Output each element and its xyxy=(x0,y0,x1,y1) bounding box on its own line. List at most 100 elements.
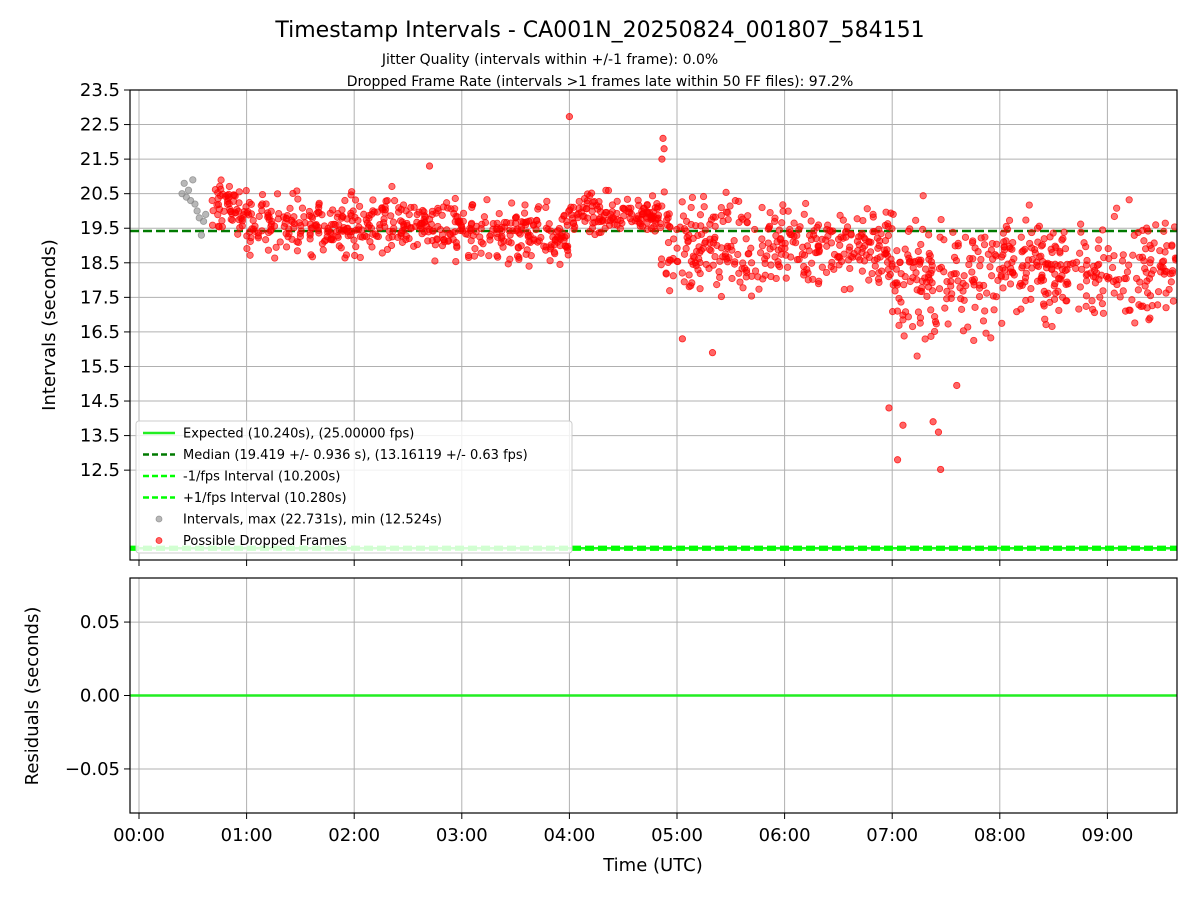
dropped-frame-point xyxy=(1119,287,1127,295)
dropped-frame-point xyxy=(286,204,294,212)
dropped-frame-point xyxy=(540,242,548,250)
dropped-frame-point xyxy=(378,204,386,212)
dropped-frame-point xyxy=(395,208,403,216)
dropped-frame-point xyxy=(512,214,520,222)
dropped-frame-point xyxy=(369,207,377,215)
dropped-frame-point xyxy=(921,265,930,273)
dropped-frame-point xyxy=(697,222,705,230)
dropped-frame-point xyxy=(558,215,566,223)
dropped-frame-point xyxy=(1002,273,1010,281)
dropped-frame-point xyxy=(711,222,719,230)
top-y-tick-label: 19.5 xyxy=(80,218,120,239)
dropped-frame-point xyxy=(782,274,790,282)
dropped-frame-point xyxy=(875,242,883,250)
dropped-frame-point xyxy=(517,242,525,250)
dropped-frame-point xyxy=(699,192,708,201)
dropped-frame-point xyxy=(782,251,790,259)
legend-intervals-label: Intervals, max (22.731s), min (12.524s) xyxy=(183,513,442,528)
dropped-frame-point xyxy=(246,251,254,259)
dropped-frame-point xyxy=(1017,233,1025,241)
dropped-frame-point xyxy=(214,200,223,209)
dropped-frame-point xyxy=(931,313,939,321)
dropped-frame-point xyxy=(659,134,667,142)
dropped-frame-point xyxy=(1076,249,1084,257)
chart-title: Timestamp Intervals - CA001N_20250824_00… xyxy=(274,18,924,43)
dropped-frame-point xyxy=(766,208,774,217)
dropped-frame-point xyxy=(601,224,609,232)
bottom-y-ticks: −0.05 0.00 0.05 xyxy=(65,612,130,780)
dropped-frame-point xyxy=(347,191,355,199)
dropped-frame-point xyxy=(793,231,801,239)
dropped-frame-point xyxy=(664,238,673,247)
dropped-frame-point xyxy=(476,233,484,241)
dropped-frame-point xyxy=(882,249,890,257)
dropped-frame-point xyxy=(669,272,677,280)
dropped-frame-point xyxy=(717,244,726,252)
dropped-frame-point xyxy=(758,235,766,243)
dropped-frame-point xyxy=(369,196,377,204)
dropped-frame-point xyxy=(397,229,405,237)
dropped-frame-point xyxy=(569,203,578,211)
dropped-frame-point xyxy=(980,241,989,249)
dropped-frame-point xyxy=(827,239,836,247)
dropped-frame-point xyxy=(1147,270,1156,278)
dropped-frame-point xyxy=(1123,268,1132,276)
dropped-frame-point xyxy=(425,162,434,170)
dropped-frame-point xyxy=(387,212,395,220)
top-y-tick-label: 21.5 xyxy=(80,149,120,170)
dropped-frame-point xyxy=(722,208,731,216)
dropped-frame-point xyxy=(808,259,816,267)
dropped-frame-point xyxy=(550,248,558,256)
dropped-frame-point xyxy=(298,204,307,212)
dropped-frame-point xyxy=(931,327,939,336)
dropped-frame-point xyxy=(1077,220,1085,228)
top-plot-frame xyxy=(129,89,1178,561)
dropped-frame-point xyxy=(934,428,943,436)
dropped-frame-point xyxy=(1040,287,1048,295)
dropped-frame-point xyxy=(889,210,897,218)
dropped-frame-point xyxy=(217,176,225,184)
dropped-frame-point xyxy=(223,200,232,208)
dropped-frame-point xyxy=(535,203,543,211)
dropped-frame-point xyxy=(555,224,563,233)
dropped-frame-point xyxy=(687,203,695,212)
dropped-frame-point xyxy=(696,285,704,293)
dropped-frame-point xyxy=(979,317,988,325)
dropped-frame-point xyxy=(730,237,738,245)
dropped-frame-point xyxy=(518,226,526,234)
dropped-frame-point xyxy=(971,303,979,311)
dropped-frame-point xyxy=(387,241,396,250)
dropped-frame-point xyxy=(1050,282,1058,290)
dropped-frame-point xyxy=(1126,306,1134,314)
dropped-frame-point xyxy=(758,242,767,250)
dropped-frame-point xyxy=(451,218,459,226)
dropped-frame-point xyxy=(925,249,933,258)
dropped-frame-point xyxy=(1033,258,1041,266)
dropped-frame-point xyxy=(1058,265,1066,273)
dropped-frame-point xyxy=(987,246,995,254)
dropped-frame-point xyxy=(936,233,944,241)
dropped-frame-point xyxy=(888,260,896,268)
dropped-frame-point xyxy=(857,231,865,239)
dropped-frame-point xyxy=(337,244,345,252)
dropped-frame-point xyxy=(977,255,985,264)
dropped-frame-point xyxy=(868,269,876,278)
dropped-frame-point xyxy=(685,271,693,279)
dropped-frame-point xyxy=(335,226,343,234)
dropped-frame-point xyxy=(734,250,742,259)
dropped-frame-point xyxy=(427,220,435,228)
dropped-frame-point xyxy=(1168,242,1176,250)
top-y-tick-label: 14.5 xyxy=(80,391,120,412)
dropped-frame-point xyxy=(525,262,533,270)
dropped-frame-point xyxy=(1116,293,1124,301)
dropped-frame-point xyxy=(696,211,705,219)
dropped-frame-point xyxy=(893,247,901,255)
dropped-frame-point xyxy=(306,220,314,228)
dropped-frame-point xyxy=(824,232,832,240)
dropped-frame-point xyxy=(1118,257,1127,265)
dropped-frame-point xyxy=(807,217,815,225)
dropped-frame-point xyxy=(971,244,979,252)
dropped-frame-point xyxy=(767,272,775,281)
dropped-frame-point xyxy=(1141,264,1149,273)
dropped-frame-point xyxy=(678,198,686,206)
